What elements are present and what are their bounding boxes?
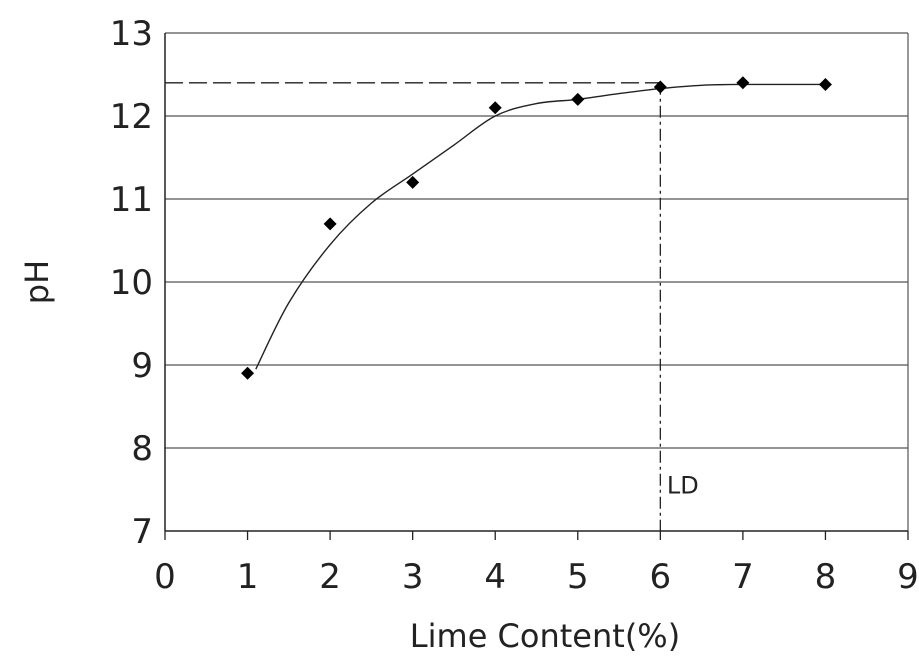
x-tick-label-8: 8 bbox=[815, 557, 837, 597]
y-tick-label-8: 8 bbox=[131, 429, 153, 469]
y-tick-label-7: 7 bbox=[131, 512, 153, 552]
grid bbox=[165, 32, 908, 449]
x-tick-label-1: 1 bbox=[237, 557, 259, 597]
x-tick-label-3: 3 bbox=[402, 557, 424, 597]
data-point-3 bbox=[406, 175, 420, 189]
annotations: LD bbox=[667, 471, 699, 499]
y-tick-label-13: 13 bbox=[110, 14, 153, 54]
data-point-8 bbox=[818, 77, 832, 91]
y-tick-label-10: 10 bbox=[110, 263, 153, 303]
annotation-label-ld: LD bbox=[667, 471, 699, 499]
fit-curve-group bbox=[255, 83, 826, 370]
reference-lines bbox=[165, 82, 661, 531]
x-tick-label-7: 7 bbox=[732, 557, 754, 597]
axes bbox=[164, 33, 909, 540]
y-tick-label-9: 9 bbox=[131, 346, 153, 386]
x-tick-label-2: 2 bbox=[319, 557, 341, 597]
data-point-5 bbox=[571, 92, 585, 106]
data-point-6 bbox=[653, 80, 667, 94]
data-point-2 bbox=[323, 217, 337, 231]
y-tick-label-11: 11 bbox=[110, 180, 153, 220]
x-tick-label-4: 4 bbox=[484, 557, 506, 597]
x-tick-label-6: 6 bbox=[650, 557, 672, 597]
x-tick-label-0: 0 bbox=[154, 557, 176, 597]
data-point-1 bbox=[241, 366, 255, 380]
x-tick-label-9: 9 bbox=[897, 557, 919, 597]
y-axis-title: pH bbox=[18, 260, 56, 304]
data-points bbox=[241, 76, 832, 380]
data-point-4 bbox=[488, 101, 502, 115]
x-tick-label-5: 5 bbox=[567, 557, 589, 597]
fit-curve bbox=[255, 83, 826, 370]
data-point-7 bbox=[736, 76, 750, 90]
y-tick-label-12: 12 bbox=[110, 97, 153, 137]
x-axis-title: Lime Content(%) bbox=[410, 617, 680, 655]
